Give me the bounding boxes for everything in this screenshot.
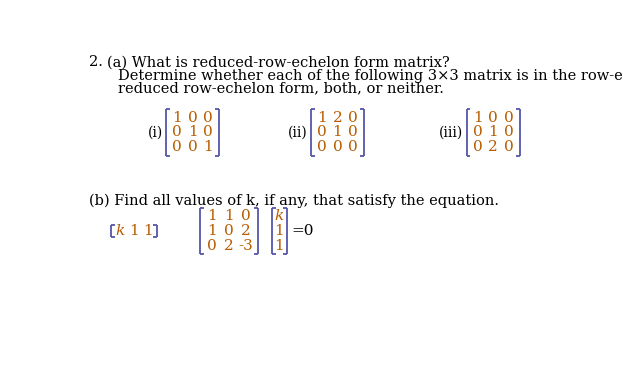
Text: 2: 2 [488, 140, 498, 154]
Text: k: k [115, 224, 125, 238]
Text: 0: 0 [203, 111, 213, 125]
Text: 1: 1 [333, 125, 343, 140]
Text: 0: 0 [317, 140, 327, 154]
Text: 0: 0 [241, 209, 251, 223]
Text: 1: 1 [317, 111, 327, 125]
Text: 1: 1 [203, 140, 213, 154]
Text: 0: 0 [348, 125, 358, 140]
Text: 2: 2 [333, 111, 343, 125]
Text: (i): (i) [148, 125, 163, 140]
Text: 0: 0 [348, 140, 358, 154]
Text: 0: 0 [224, 224, 234, 238]
Text: 0: 0 [348, 111, 358, 125]
Text: 2: 2 [224, 238, 234, 253]
Text: 1: 1 [207, 209, 217, 223]
Text: 0: 0 [172, 140, 182, 154]
Text: (ii): (ii) [288, 125, 308, 140]
Text: 1: 1 [473, 111, 483, 125]
Text: 1: 1 [275, 224, 284, 238]
Text: 2: 2 [241, 224, 251, 238]
Text: (b) Find all values of k, if any, that satisfy the equation.: (b) Find all values of k, if any, that s… [88, 194, 499, 208]
Text: 0: 0 [504, 125, 513, 140]
Text: reduced row-echelon form, both, or neither.: reduced row-echelon form, both, or neith… [118, 81, 444, 96]
Text: 1: 1 [143, 224, 153, 238]
Text: 1: 1 [129, 224, 138, 238]
Text: 1: 1 [172, 111, 182, 125]
Text: 0: 0 [203, 125, 213, 140]
Text: 1: 1 [207, 224, 217, 238]
Text: 1: 1 [188, 125, 197, 140]
Text: (a) What is reduced-row-echelon form matrix?: (a) What is reduced-row-echelon form mat… [107, 55, 450, 70]
Text: 0: 0 [188, 111, 197, 125]
Text: =0: =0 [292, 224, 314, 238]
Text: -3: -3 [239, 238, 254, 253]
Text: 0: 0 [317, 125, 327, 140]
Text: k: k [275, 209, 284, 223]
Text: 0: 0 [333, 140, 343, 154]
Text: 0: 0 [488, 111, 498, 125]
Text: 0: 0 [504, 111, 513, 125]
Text: 2.: 2. [88, 55, 103, 70]
Text: 1: 1 [275, 238, 284, 253]
Text: 0: 0 [473, 140, 483, 154]
Text: 0: 0 [504, 140, 513, 154]
Text: 0: 0 [172, 125, 182, 140]
Text: 1: 1 [488, 125, 498, 140]
Text: 1: 1 [224, 209, 234, 223]
Text: 0: 0 [207, 238, 217, 253]
Text: 0: 0 [473, 125, 483, 140]
Text: Determine whether each of the following 3×3 matrix is in the row-echelon form,: Determine whether each of the following … [118, 68, 623, 83]
Text: 0: 0 [188, 140, 197, 154]
Text: (iii): (iii) [439, 125, 464, 140]
